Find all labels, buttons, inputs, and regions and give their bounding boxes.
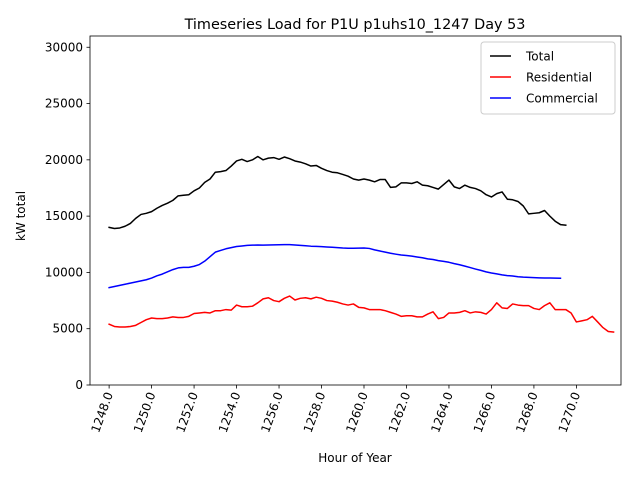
y-tick-label: 10000 [45, 265, 83, 279]
chart-title: Timeseries Load for P1U p1uhs10_1247 Day… [184, 17, 526, 33]
y-tick-label: 5000 [52, 322, 83, 336]
axes-frame [89, 35, 622, 386]
y-tick-label: 20000 [45, 153, 83, 167]
legend: Total Residential Commercial [480, 41, 616, 115]
series-line-residential [108, 295, 615, 333]
y-tick-label: 0 [75, 378, 83, 392]
legend-box [480, 41, 616, 115]
y-tick-label: 15000 [45, 209, 83, 223]
legend-label-total: Total [525, 50, 554, 64]
series-line-commercial [108, 243, 562, 289]
y-tick-label: 25000 [45, 97, 83, 111]
legend-label-commercial: Commercial [526, 92, 598, 106]
y-tick-label: 30000 [45, 40, 83, 54]
x-axis-label: Hour of Year [318, 451, 392, 465]
series-line-total [108, 155, 567, 230]
legend-label-residential: Residential [526, 71, 592, 85]
y-axis-label: kW total [14, 191, 28, 241]
